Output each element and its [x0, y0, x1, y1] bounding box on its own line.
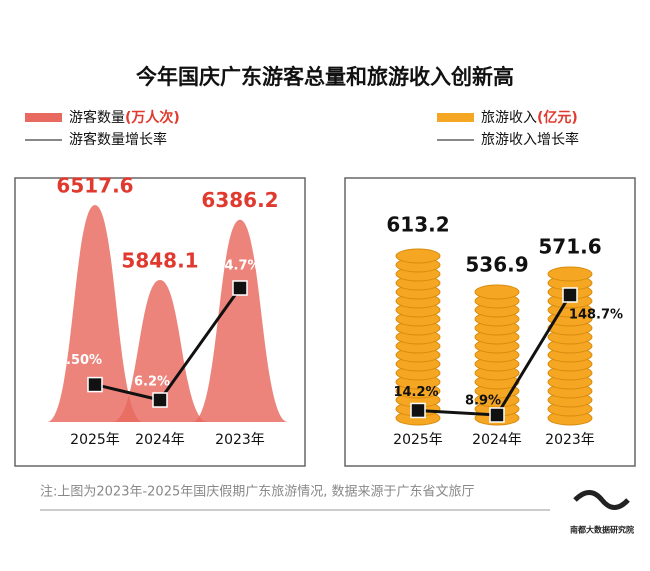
growth-point [152, 392, 168, 408]
growth-label: 44.7% [215, 259, 260, 274]
coin [547, 266, 593, 282]
growth-label: 14.2% [393, 385, 438, 400]
x-tick-label: 2024年 [472, 432, 522, 448]
legend-label: 游客数量增长率 [69, 131, 167, 148]
logo-mark [573, 490, 630, 510]
growth-point [87, 376, 103, 393]
growth-label: 11.50% [48, 353, 102, 368]
panel-frame [14, 177, 306, 467]
legend-swatch [25, 113, 62, 122]
legend-unit: (亿元) [537, 109, 578, 126]
footnote: 注:上图为2023年-2025年国庆假期广东旅游情况, 数据来源于广东省文旅厅 [40, 485, 475, 500]
x-tick-label: 2025年 [393, 432, 443, 448]
value-label: 6386.2 [201, 188, 278, 212]
value-label: 5848.1 [121, 249, 198, 273]
legend-label: 游客数量(万人次) [69, 109, 180, 126]
coin-stack [395, 248, 441, 426]
legend-unit: (万人次) [125, 109, 180, 126]
title: 今年国庆广东游客总量和旅游收入创新高 [136, 65, 514, 89]
bell [192, 219, 288, 422]
growth-point [562, 287, 578, 303]
growth-point [232, 280, 248, 296]
logo-text: 南都大数据研究院 [570, 525, 634, 535]
value-label: 571.6 [538, 234, 601, 258]
x-tick-label: 2024年 [135, 432, 185, 448]
growth-point [489, 407, 505, 423]
x-tick-label: 2023年 [545, 432, 595, 448]
growth-label: 148.7% [569, 308, 623, 323]
value-label: 536.9 [465, 253, 528, 277]
value-label: 613.2 [386, 213, 449, 237]
panel-frame [344, 177, 636, 467]
x-tick-label: 2023年 [215, 432, 265, 448]
legend-label: 旅游收入增长率 [481, 131, 579, 148]
legend-label: 旅游收入(亿元) [481, 109, 578, 126]
bell [112, 280, 208, 422]
value-label: 6517.6 [56, 174, 133, 198]
x-tick-label: 2025年 [70, 432, 120, 448]
growth-label: 8.9% [465, 394, 501, 409]
legend-name: 游客数量 [69, 109, 125, 126]
coin [474, 284, 520, 300]
growth-point [410, 402, 426, 419]
coin [395, 248, 441, 264]
legend-swatch [437, 113, 474, 122]
bell [47, 205, 143, 422]
legend-name: 旅游收入 [481, 110, 537, 126]
growth-label: 6.2% [134, 375, 170, 390]
